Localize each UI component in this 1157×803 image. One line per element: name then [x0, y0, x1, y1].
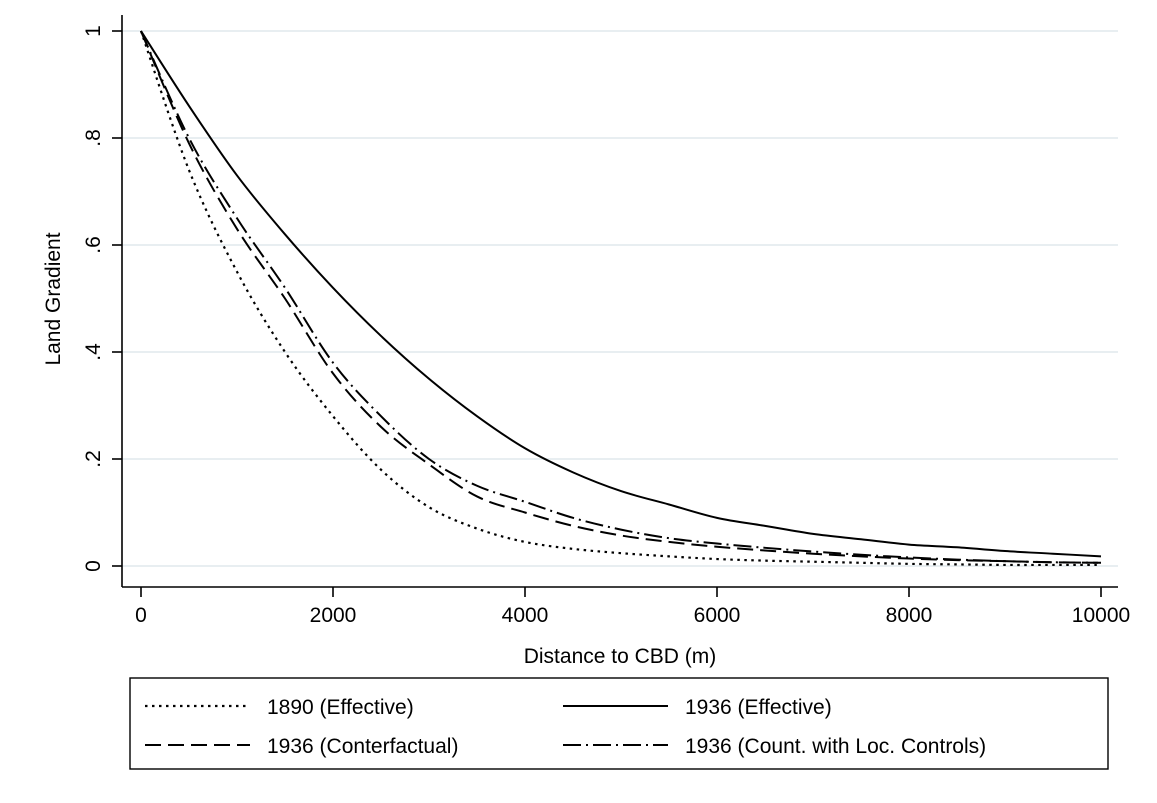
y-tick-label-5: 1: [82, 25, 105, 37]
legend-label-0: 1890 (Effective): [267, 696, 414, 719]
y-tick-label-1: .2: [82, 450, 105, 468]
x-ticks: 0 2000 4000 6000 8000 10000: [135, 587, 1130, 627]
y-tick-label-3: .6: [82, 236, 105, 254]
x-tick-label-4: 8000: [886, 604, 933, 627]
legend: 1890 (Effective) 1936 (Effective) 1936 (Co…: [129, 677, 1109, 770]
legend-label-2: 1936 (Conterfactual): [267, 735, 458, 758]
series-line-2: [140, 30, 1102, 564]
y-axis-title: Land Gradient: [42, 232, 65, 365]
x-tick-label-5: 10000: [1072, 604, 1130, 627]
series-line-1: [140, 30, 1102, 558]
series-line-3: [140, 30, 1102, 564]
axes: [121, 15, 1118, 588]
x-tick-label-2: 4000: [502, 604, 549, 627]
y-tick-label-2: .4: [82, 343, 105, 361]
x-tick-label-0: 0: [135, 604, 147, 627]
legend-label-1: 1936 (Effective): [685, 696, 832, 719]
x-axis-title: Distance to CBD (m): [524, 645, 717, 668]
legend-label-3: 1936 (Count. with Loc. Controls): [685, 735, 986, 758]
y-tick-label-0: 0: [82, 560, 105, 572]
y-ticks: 0 .2 .4 .6 .8 1: [82, 25, 122, 572]
series-line-0: [139, 30, 1101, 567]
series-lines: [139, 30, 1102, 567]
grid-lines: [122, 30, 1118, 567]
y-tick-label-4: .8: [82, 129, 105, 147]
x-tick-label-3: 6000: [694, 604, 741, 627]
legend-box: [129, 677, 1109, 770]
x-tick-label-1: 2000: [310, 604, 357, 627]
